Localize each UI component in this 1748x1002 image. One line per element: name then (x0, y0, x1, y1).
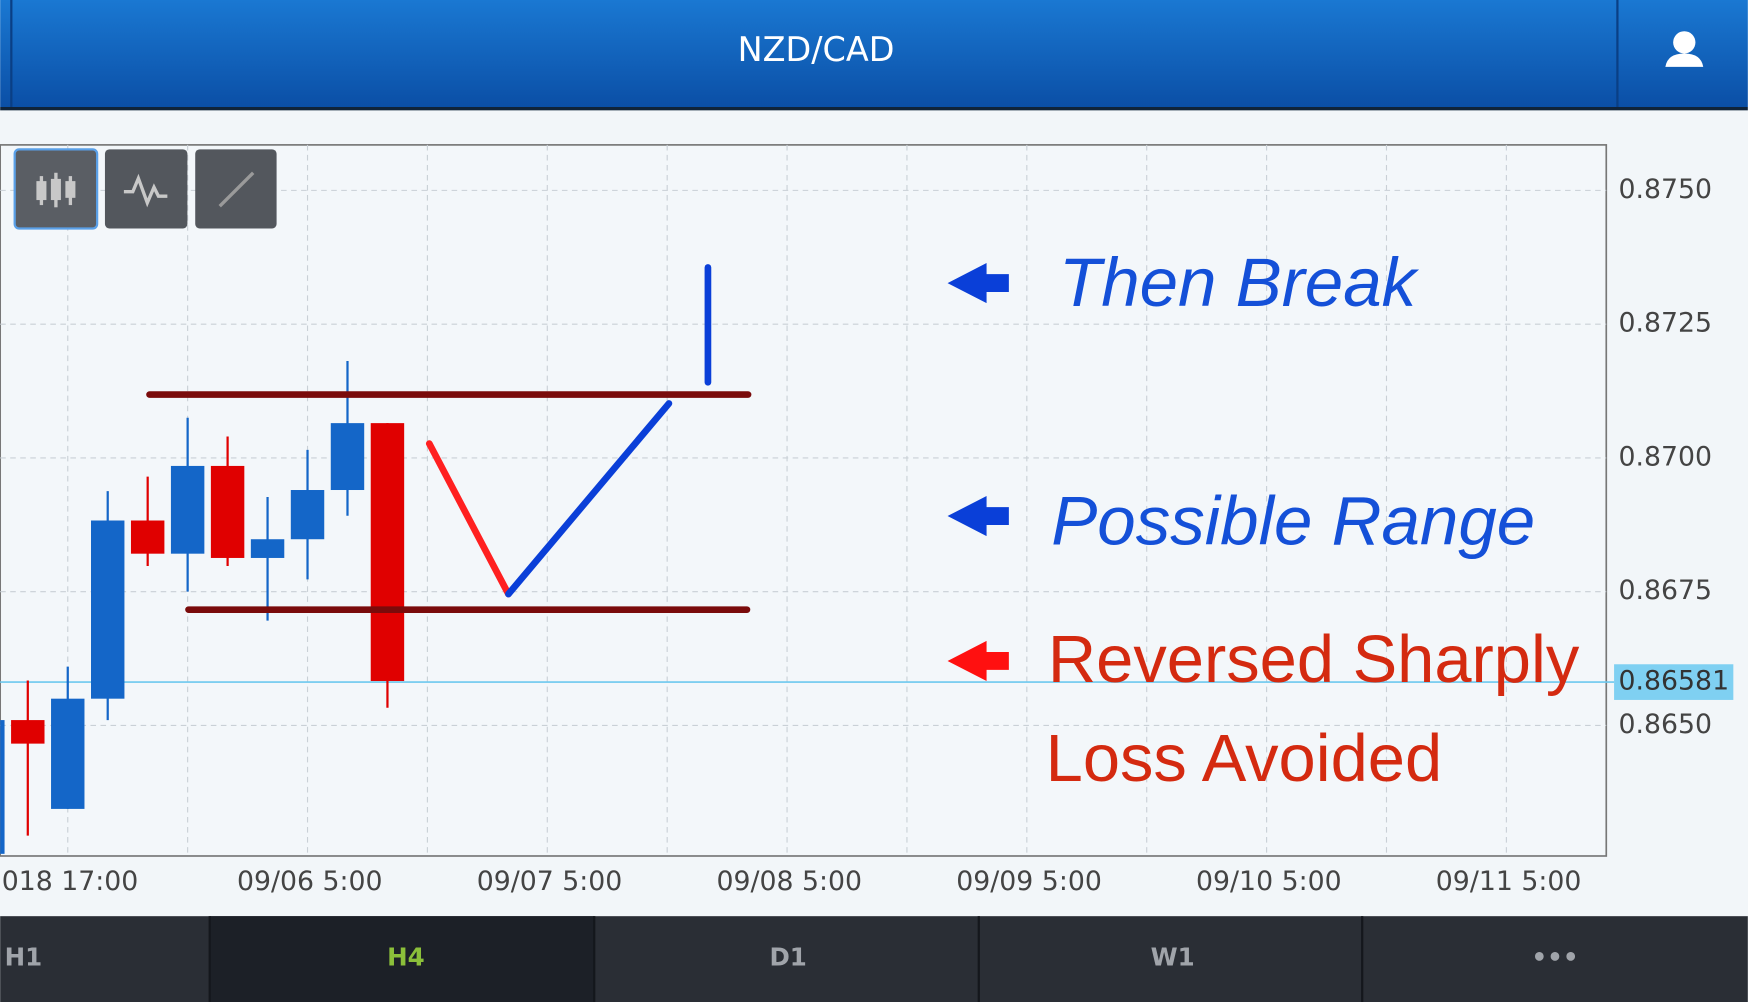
grid (0, 144, 1615, 856)
tab[interactable]: D1 (769, 943, 806, 972)
draw-icon (218, 171, 255, 208)
x-tick-label: 09/08 5:00 (717, 866, 863, 897)
tab[interactable]: H4 (387, 943, 425, 972)
y-tick-label: 0.8750 (1619, 174, 1713, 205)
candle-body (90, 520, 125, 699)
arrow (947, 495, 1009, 537)
drawn-line (425, 440, 512, 598)
tab[interactable]: W1 (1151, 943, 1195, 972)
tab[interactable]: H1 (5, 943, 43, 972)
header-title: NZD/CAD (738, 30, 895, 69)
toolbar (13, 148, 277, 230)
arrow (947, 640, 1009, 682)
user-button[interactable] (1665, 31, 1704, 67)
drawn-line (505, 400, 673, 598)
y-tick-label: 0.8650 (1619, 709, 1713, 740)
tabs: H1 H4 D1 W1 ••• (5, 916, 1579, 1002)
candles (0, 361, 405, 854)
candle-body (0, 720, 5, 854)
x-tick-label: 018 17:00 (2, 866, 139, 897)
annotation: Then Break (1059, 243, 1420, 321)
candle-body (370, 423, 405, 682)
line-mode-button[interactable] (104, 149, 188, 229)
x-tick-label: 09/06 5:00 (237, 866, 383, 897)
x-tick-label: 09/11 5:00 (1436, 866, 1582, 897)
annotation: Reversed Sharply (1048, 622, 1580, 697)
candle-icon (36, 172, 76, 208)
header-border (0, 106, 1748, 111)
current-price-box (1614, 664, 1734, 700)
annotation: Possible Range (1051, 481, 1535, 559)
candle-body (51, 698, 85, 809)
candle-body (11, 720, 45, 744)
candle-body (330, 423, 365, 491)
axes: 0.8650 0.8675 0.8700 0.8725 0.8750 018 17:00 0… (2, 174, 1734, 897)
candle-body (250, 539, 285, 558)
y-tick-label: 0.8725 (1619, 308, 1713, 339)
arrow (947, 263, 1009, 304)
candle-body (130, 520, 165, 554)
annotations: Then Break Possible Range Reversed Sharply… (1046, 243, 1580, 796)
tab-selected-bg (209, 916, 595, 1002)
y-tick-label: 0.8675 (1619, 575, 1713, 606)
current-price-label: 0.86581 (1619, 666, 1730, 697)
header-bar (0, 0, 1748, 107)
arrows (947, 263, 1009, 682)
drawings (146, 264, 752, 614)
line-icon (123, 173, 168, 208)
x-tick-label: 09/09 5:00 (956, 866, 1102, 897)
candle-body (210, 465, 245, 558)
y-tick-label: 0.8700 (1619, 441, 1713, 472)
annotation: Loss Avoided (1046, 721, 1443, 796)
candle-body (290, 490, 325, 540)
candle-body (170, 465, 205, 554)
x-tick-label: 09/07 5:00 (477, 866, 623, 897)
tab[interactable]: ••• (1531, 943, 1578, 972)
x-tick-label: 09/10 5:00 (1196, 866, 1342, 897)
